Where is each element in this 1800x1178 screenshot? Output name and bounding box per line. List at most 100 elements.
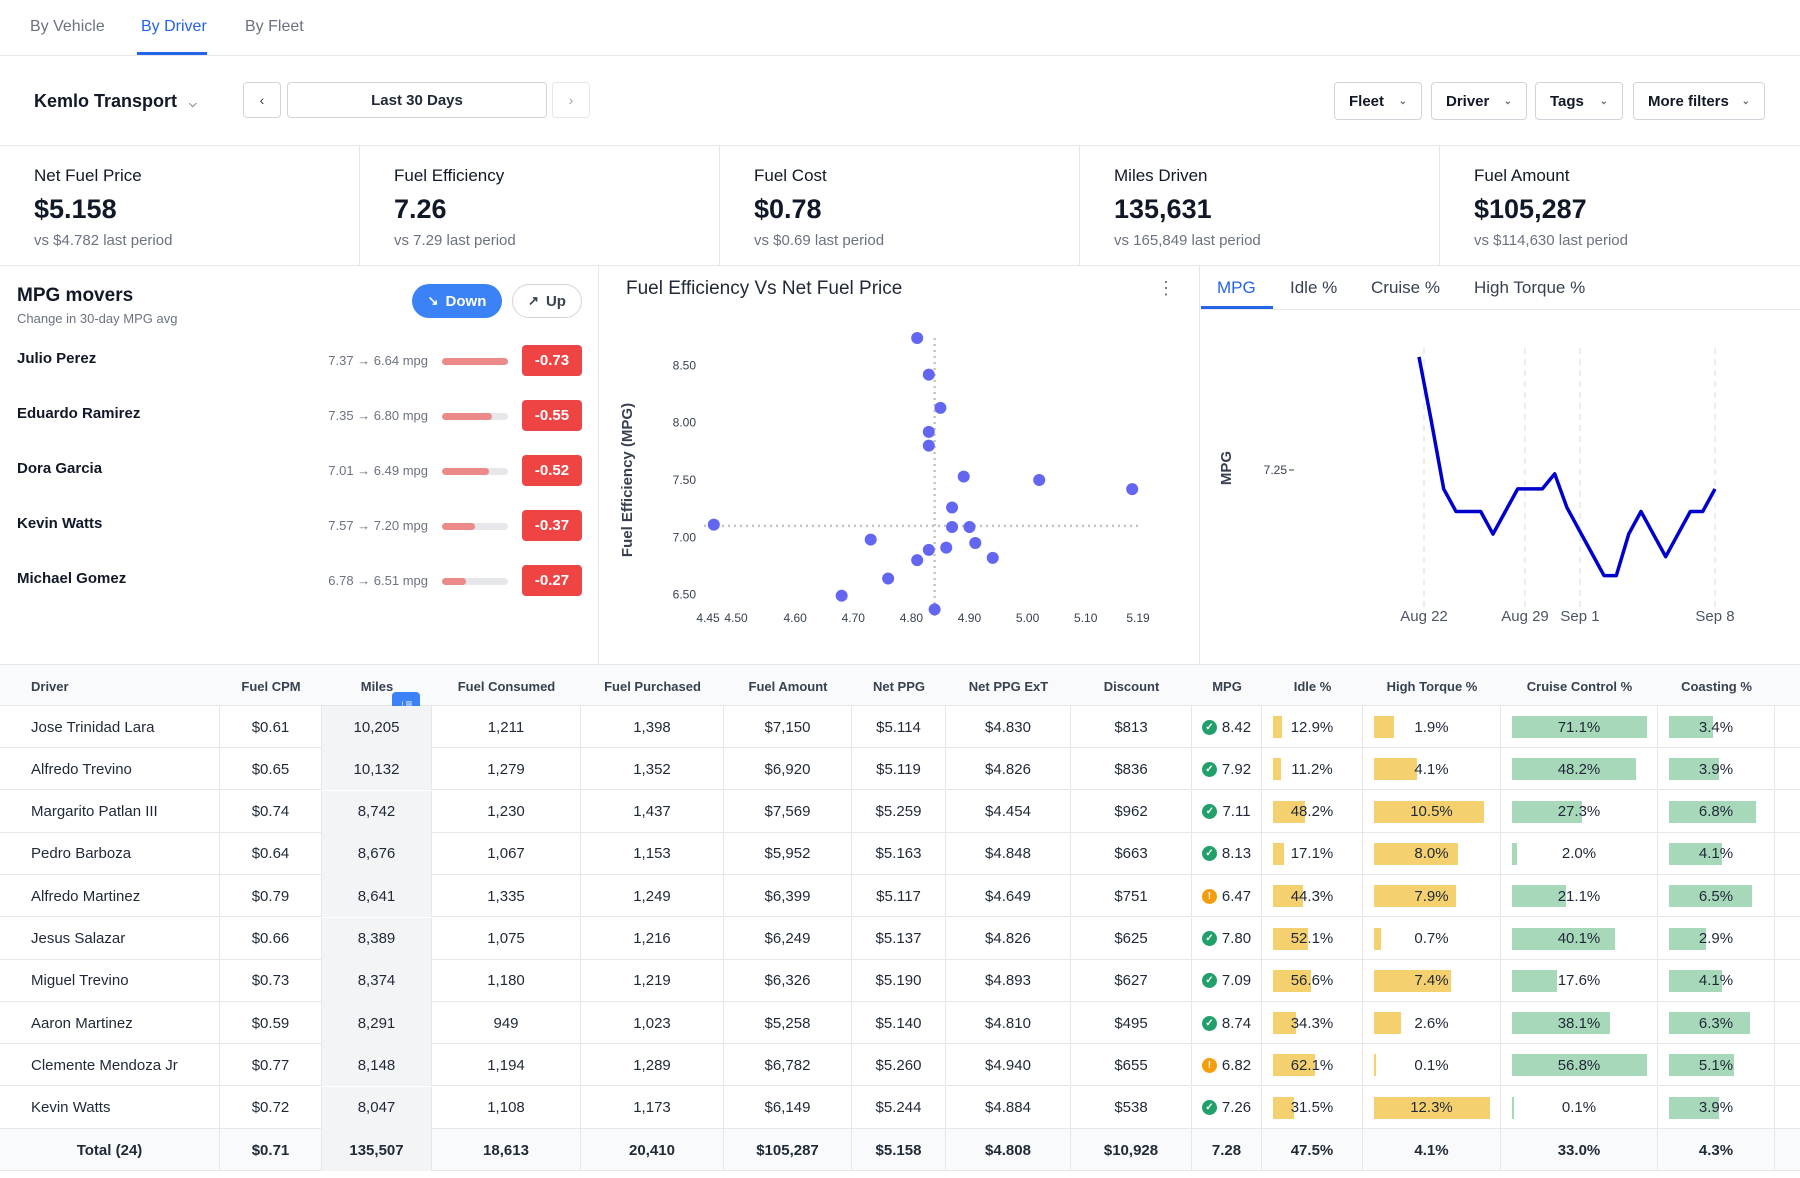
cell-ppg: $5.260 [852,1044,946,1087]
tags-filter-button[interactable]: Tags ⌄ [1535,82,1623,120]
movers-down-toggle[interactable]: ↘ Down [412,284,502,318]
tab-by-fleet[interactable]: By Fleet [245,18,304,35]
mpg-value: 7.80 [1221,930,1252,947]
cell-driver[interactable]: Total (24) [0,1129,220,1171]
chart-tab-high-torque[interactable]: High Torque % [1474,278,1586,297]
column-header[interactable]: MPG [1212,679,1242,694]
mover-change-bar [442,578,508,585]
table-header: Driver Fuel CPM Miles Fuel Consumed Fuel Pur… [0,664,1800,706]
scatter-x-tick-label: 4.60 [783,611,807,625]
column-header[interactable]: High Torque % [1386,679,1478,694]
mover-item[interactable]: Kevin Watts 7.57 → 7.20 mpg -0.37 [0,505,598,545]
column-header[interactable]: Discount [1103,679,1160,694]
chart-tab-mpg[interactable]: MPG [1217,278,1256,297]
torque-value: 7.9% [1414,887,1449,905]
company-selector[interactable]: Kemlo Transport ⌵ [34,91,197,112]
trend-up-icon: ↗ [528,293,539,308]
column-header[interactable]: Fuel Purchased [604,679,701,694]
mpg-value: 7.09 [1221,972,1252,990]
cell-driver[interactable]: Kevin Watts [0,1086,220,1129]
cell-cruise: 40.1% [1501,917,1658,960]
idle-bar [1273,716,1282,738]
column-header[interactable]: Miles [360,679,394,694]
cell-ppgext: $4.830 [946,706,1071,748]
cell-driver[interactable]: Alfredo Martinez [0,875,220,918]
mover-change-bar [442,468,508,475]
cell-driver[interactable]: Jose Trinidad Lara [0,706,220,748]
cell-consumed: 1,180 [432,959,581,1002]
cell-driver[interactable]: Margarito Patlan III [0,790,220,833]
column-header[interactable]: Coasting % [1681,679,1752,694]
scatter-chart: Fuel Efficiency (MPG) 6.50 7.00 7.50 8.00 8.5… [619,331,1150,625]
cell-driver[interactable]: Alfredo Trevino [0,748,220,791]
chart-tab-idle[interactable]: Idle % [1290,278,1338,297]
cell-mpg: ! 6.82 [1192,1044,1262,1087]
cell-miles: 10,132 [322,748,432,791]
tab-by-vehicle[interactable]: By Vehicle [30,18,105,35]
movers-title: MPG movers [17,285,134,306]
torque-value: 1.9% [1414,718,1449,736]
cell-cruise: 21.1% [1501,875,1658,918]
cell-driver[interactable]: Aaron Martinez [0,1002,220,1045]
kpi-fuel-amount: Fuel Amount $105,287 vs $114,630 last pe… [1440,146,1800,266]
mpg-value: 8.13 [1221,845,1252,863]
column-header[interactable]: Cruise Control % [1526,679,1633,694]
driver-filter-button[interactable]: Driver ⌄ [1431,82,1527,120]
column-header[interactable]: Idle % [1293,679,1332,694]
warning-circle-icon: ! [1201,888,1217,904]
table-row[interactable]: Miguel Trevino $0.73 8,374 1,180 1,219 $6,326… [0,959,1800,1002]
column-header[interactable]: Net PPG ExT [968,679,1049,694]
chart-tab-cruise[interactable]: Cruise % [1371,278,1440,297]
cell-miles: 8,047 [322,1086,432,1129]
cell-driver[interactable]: Miguel Trevino [0,959,220,1002]
column-header[interactable]: Fuel Amount [748,679,828,694]
table-row[interactable]: Margarito Patlan III $0.74 8,742 1,230 1,437… [0,790,1800,833]
table-total-row[interactable]: Total (24) $0.71 135,507 18,613 20,410 $105,2… [0,1129,1800,1171]
idle-value: 48.2% [1290,803,1334,821]
table-row[interactable]: Alfredo Martinez $0.79 8,641 1,335 1,249 $6,3… [0,875,1800,918]
mover-item[interactable]: Dora Garcia 7.01 → 6.49 mpg -0.52 [0,450,598,490]
more-filters-button[interactable]: More filters ⌄ [1633,82,1765,120]
cell-torque: 10.5% [1363,790,1501,833]
scatter-point [957,470,970,483]
tab-by-driver[interactable]: By Driver [141,18,207,35]
table-row[interactable]: Clemente Mendoza Jr $0.77 8,148 1,194 1,289 $… [0,1044,1800,1087]
cell-idle: 48.2% [1262,790,1363,833]
table-row[interactable]: Pedro Barboza $0.64 8,676 1,067 1,153 $5,952 $… [0,832,1800,875]
cell-idle: 62.1% [1262,1044,1363,1087]
cell-discount: $655 [1071,1044,1192,1087]
cell-mpg: ✓ 8.74 [1192,1002,1262,1045]
kpi-comparison: vs 7.29 last period [394,232,516,249]
column-header[interactable]: Driver [31,679,69,694]
cell-driver[interactable]: Pedro Barboza [0,832,220,875]
idle-value: 44.3% [1290,887,1334,905]
column-header[interactable]: Net PPG [872,679,925,694]
cell-cruise: 71.1% [1501,706,1658,748]
table-row[interactable]: Aaron Martinez $0.59 8,291 949 1,023 $5,258 $5… [0,1002,1800,1045]
cell-consumed: 1,211 [432,706,581,748]
more-options-icon[interactable]: ⋮ [1157,278,1175,298]
cell-cruise: 2.0% [1501,832,1658,875]
column-header[interactable]: Fuel Consumed [457,679,556,694]
date-range-picker[interactable]: Last 30 Days [287,82,547,118]
table-row[interactable]: Jesus Salazar $0.66 8,389 1,075 1,216 $6,249 $… [0,917,1800,960]
table-row[interactable]: Jose Trinidad Lara $0.61 10,205 1,211 1,398 $… [0,706,1800,748]
prev-period-button[interactable]: ‹ [243,82,281,118]
movers-up-toggle[interactable]: ↗ Up [512,284,582,318]
idle-bar [1273,885,1303,908]
mover-item[interactable]: Eduardo Ramirez 7.35 → 6.80 mpg -0.55 [0,395,598,435]
kpi-label: Fuel Cost [754,166,827,185]
mover-item[interactable]: Julio Perez 7.37 → 6.64 mpg -0.73 [0,340,598,380]
mover-change-bar [442,413,508,420]
fleet-filter-button[interactable]: Fleet ⌄ [1334,82,1422,120]
table-row[interactable]: Kevin Watts $0.72 8,047 1,108 1,173 $6,149 $5.… [0,1086,1800,1129]
column-header[interactable]: Fuel CPM [241,679,301,694]
cell-driver[interactable]: Clemente Mendoza Jr [0,1044,220,1087]
cell-ppgext: $4.826 [946,748,1071,791]
panel-divider [0,266,599,664]
cell-driver[interactable]: Jesus Salazar [0,917,220,960]
cell-ppgext: $4.848 [946,832,1071,875]
mover-item[interactable]: Michael Gomez 6.78 → 6.51 mpg -0.27 [0,560,598,600]
next-period-button[interactable]: › [552,82,590,118]
table-row[interactable]: Alfredo Trevino $0.65 10,132 1,279 1,352 $6,9… [0,748,1800,791]
